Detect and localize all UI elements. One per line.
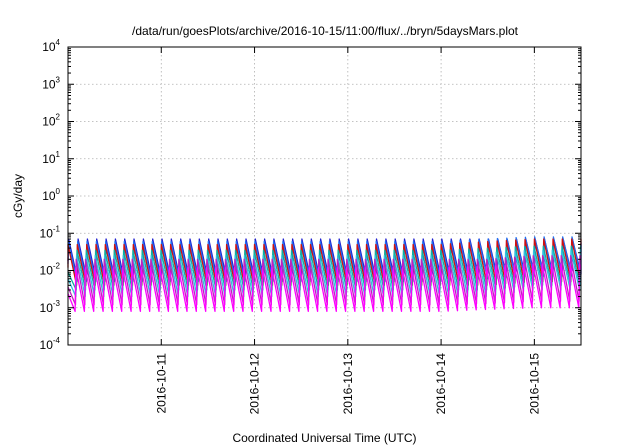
x-tick-label: 2016-10-13 xyxy=(341,353,355,415)
y-tick-exponent: 3 xyxy=(56,75,61,84)
y-tick-base: 10 xyxy=(40,264,54,278)
y-tick-exponent: 2 xyxy=(56,113,61,122)
y-tick-base: 10 xyxy=(42,115,56,129)
chart-title: /data/run/goesPlots/archive/2016-10-15/1… xyxy=(132,24,519,38)
y-tick-exponent: 4 xyxy=(56,38,61,47)
x-tick-label: 2016-10-15 xyxy=(527,353,541,415)
x-tick-labels: 2016-10-11 2016-10-12 2016-10-13 2016-10-14… xyxy=(154,353,541,415)
x-tick-label: 2016-10-11 xyxy=(154,353,168,414)
series-line-7 xyxy=(67,263,582,313)
series-group xyxy=(67,236,582,313)
y-tick-label: 104 xyxy=(42,38,60,54)
y-tick-label: 100 xyxy=(42,187,60,203)
y-tick-exponent: 0 xyxy=(56,187,61,196)
y-tick-base: 10 xyxy=(40,226,54,240)
y-tick-label: 102 xyxy=(42,113,60,129)
y-tick-exponent: 1 xyxy=(56,150,61,159)
y-tick-label: 10-2 xyxy=(40,262,61,278)
x-tick-label: 2016-10-12 xyxy=(248,353,262,415)
y-tick-exponent: -4 xyxy=(53,336,61,345)
y-tick-base: 10 xyxy=(42,77,56,91)
y-tick-base: 10 xyxy=(40,301,54,315)
x-axis-label: Coordinated Universal Time (UTC) xyxy=(232,431,416,445)
y-tick-base: 10 xyxy=(40,338,54,352)
x-tick-label: 2016-10-14 xyxy=(434,353,448,415)
y-tick-label: 10-1 xyxy=(40,224,61,240)
y-tick-label: 10-4 xyxy=(40,336,61,352)
y-tick-base: 10 xyxy=(42,40,56,54)
y-tick-exponent: -2 xyxy=(53,262,61,271)
y-axis-label: cGy/day xyxy=(11,174,25,218)
y-tick-base: 10 xyxy=(42,189,56,203)
y-tick-label: 101 xyxy=(42,150,60,166)
y-tick-exponent: -1 xyxy=(53,224,61,233)
axis-ticks xyxy=(68,46,581,346)
y-tick-label: 103 xyxy=(42,75,60,91)
y-tick-exponent: -3 xyxy=(53,299,61,308)
y-tick-label: 10-3 xyxy=(40,299,61,315)
y-tick-base: 10 xyxy=(42,152,56,166)
